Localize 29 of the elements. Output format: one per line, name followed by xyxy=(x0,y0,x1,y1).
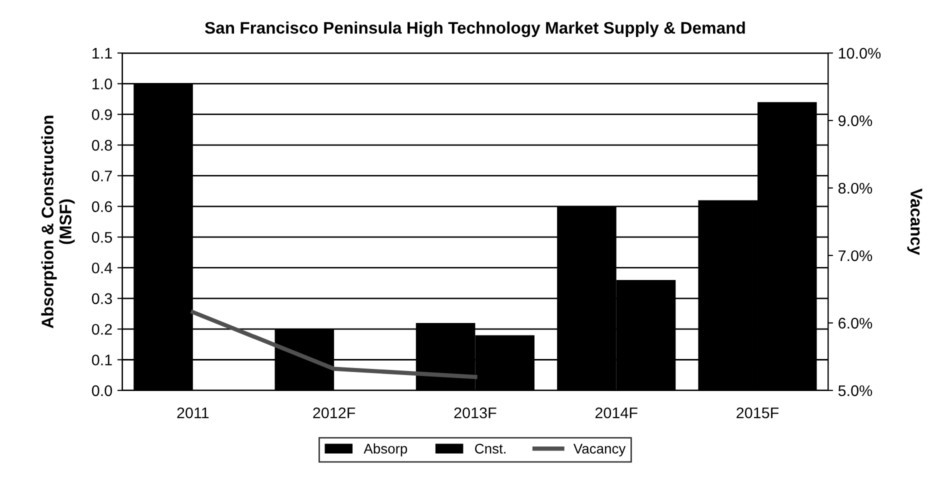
y-tick-label: 0.7 xyxy=(92,170,112,182)
y-tick-label: 0.8 xyxy=(92,140,112,151)
y2-tick-label: 6.0% xyxy=(838,318,872,329)
legend-label: Absorp xyxy=(364,443,408,456)
y2-tick-label: 7.0% xyxy=(838,250,872,262)
y2-tick-label: 9.0% xyxy=(838,115,872,126)
y-tick-label: 1.1 xyxy=(92,48,112,59)
y2-tick-label: 10.0% xyxy=(838,48,881,59)
legend-label: Cnst. xyxy=(475,444,506,454)
y2-tick-label: 5.0% xyxy=(838,385,872,396)
y-axis-title: Absorption & Construction (MSF) xyxy=(41,116,75,328)
x-tick-label: 2012F xyxy=(313,407,356,418)
legend-label: Vacancy xyxy=(573,444,626,456)
y-tick-label: 0.3 xyxy=(92,293,112,304)
y-tick-label: 0.2 xyxy=(92,324,112,335)
x-tick-label: 2015F xyxy=(736,407,779,418)
y2-tick-label: 8.0% xyxy=(838,182,872,194)
y-tick-label: 0.1 xyxy=(92,354,112,366)
chart-title: San Francisco Peninsula High Technology Market Supply & Demand xyxy=(204,21,745,38)
y-tick-label: 0.5 xyxy=(92,232,112,243)
y-tick-label: 1.0 xyxy=(92,78,112,90)
y-tick-label: 0.9 xyxy=(92,109,112,120)
y-tick-label: 0.0 xyxy=(92,385,112,396)
x-tick-label: 2014F xyxy=(595,407,638,418)
y-tick-label: 0.6 xyxy=(92,201,112,212)
x-tick-label: 2013F xyxy=(454,407,496,418)
y2-axis-title: Vacancy xyxy=(907,188,922,255)
y-tick-label: 0.4 xyxy=(92,262,112,274)
x-tick-label: 2011 xyxy=(177,407,209,418)
